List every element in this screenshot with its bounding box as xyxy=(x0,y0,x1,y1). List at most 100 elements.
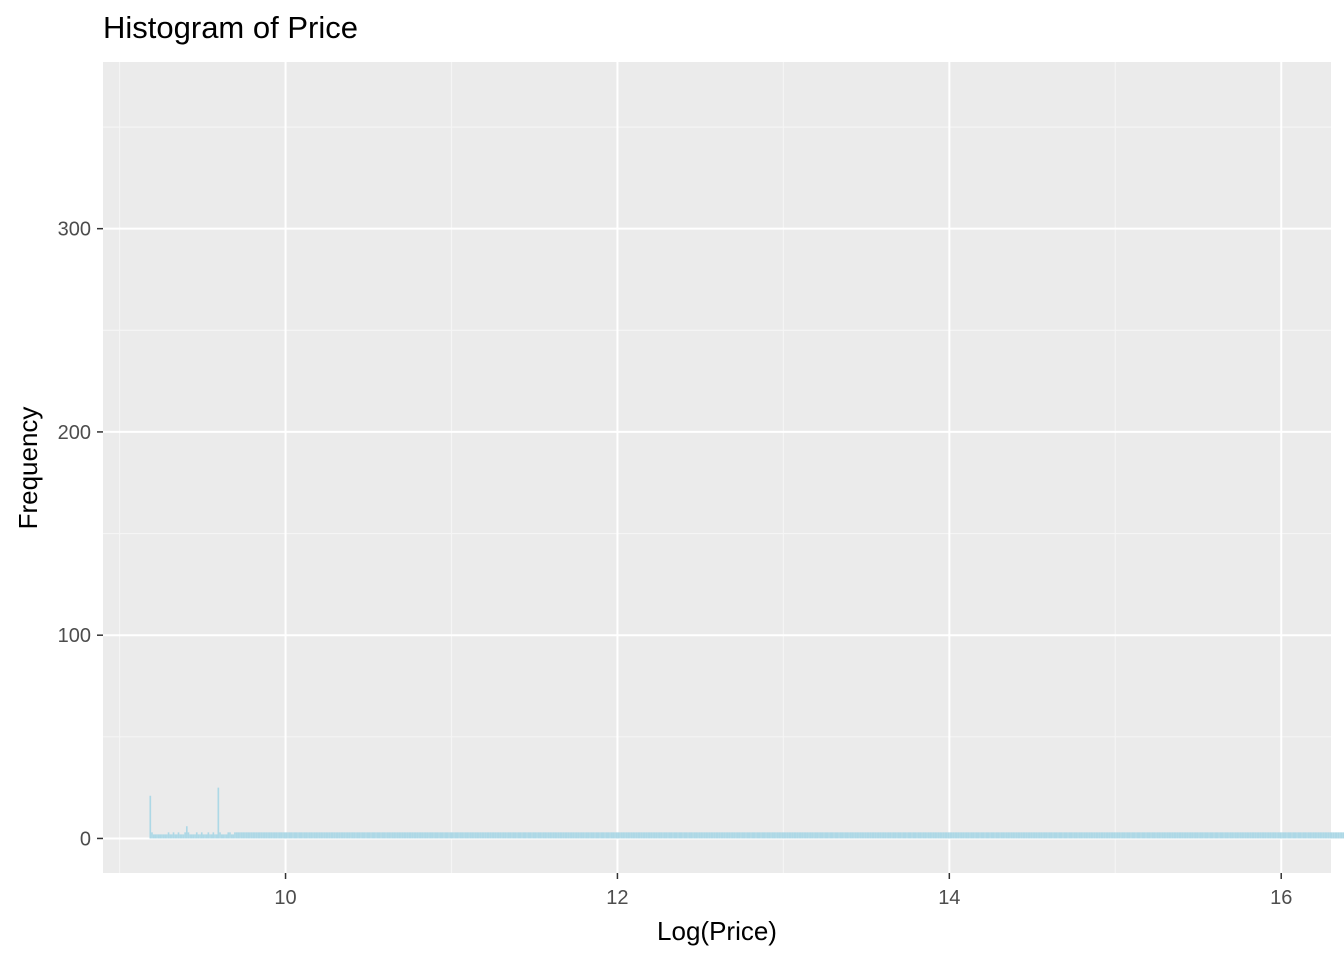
histogram-bar xyxy=(994,832,996,839)
histogram-bar xyxy=(1098,832,1101,839)
histogram-bar xyxy=(1033,832,1036,839)
histogram-bar xyxy=(182,834,185,839)
histogram-bar xyxy=(365,832,367,839)
histogram-bar xyxy=(1173,832,1176,839)
histogram-bar xyxy=(597,832,600,839)
histogram-bar xyxy=(680,832,683,839)
histogram-bar xyxy=(416,832,419,839)
histogram-bar xyxy=(217,787,220,839)
histogram-bar xyxy=(1178,832,1180,839)
histogram-bar xyxy=(458,832,460,839)
histogram-bar xyxy=(901,832,903,839)
histogram-bar xyxy=(851,832,854,839)
histogram-bar xyxy=(630,832,633,839)
histogram-bar xyxy=(599,832,601,839)
histogram-bar xyxy=(499,832,502,839)
histogram-bar xyxy=(736,832,739,839)
histogram-bar xyxy=(272,832,274,839)
histogram-bar xyxy=(1262,832,1265,839)
histogram-bar xyxy=(594,832,596,839)
histogram-bar xyxy=(794,832,797,839)
histogram-bar xyxy=(1156,832,1159,839)
histogram-bar xyxy=(575,832,578,839)
histogram-bar xyxy=(1203,832,1205,839)
histogram-bar xyxy=(1184,832,1187,839)
histogram-bar xyxy=(258,832,261,839)
histogram-bar xyxy=(804,832,807,839)
histogram-bar xyxy=(826,832,829,839)
histogram-bar xyxy=(1100,832,1102,839)
histogram-bar xyxy=(705,832,708,839)
histogram-bar xyxy=(743,832,746,839)
histogram-bar xyxy=(587,832,590,839)
histogram-bar xyxy=(1075,832,1078,839)
histogram-bar xyxy=(1032,832,1034,839)
histogram-bar xyxy=(941,832,943,839)
histogram-bar xyxy=(1264,832,1267,839)
histogram-bar xyxy=(894,832,897,839)
histogram-bar xyxy=(987,832,990,839)
histogram-bar xyxy=(1010,832,1013,839)
histogram-bar xyxy=(798,832,800,839)
histogram-bar xyxy=(1103,832,1106,839)
histogram-bar xyxy=(635,832,638,839)
histogram-bar xyxy=(1138,832,1141,839)
histogram-bar xyxy=(1238,832,1240,839)
histogram-bar xyxy=(388,832,391,839)
histogram-bar xyxy=(187,832,190,839)
histogram-bar xyxy=(748,832,751,839)
histogram-bar xyxy=(494,832,497,839)
histogram-bar xyxy=(1101,832,1104,839)
histogram-bar xyxy=(318,832,321,839)
histogram-bar xyxy=(1105,832,1107,839)
histogram-bar xyxy=(980,832,983,839)
histogram-bar xyxy=(333,832,336,839)
histogram-bar xyxy=(524,832,527,839)
histogram-bar xyxy=(1329,832,1331,839)
histogram-bar xyxy=(235,832,238,839)
histogram-bar xyxy=(497,832,500,839)
histogram-bar xyxy=(912,832,915,839)
histogram-bar xyxy=(310,832,313,839)
histogram-bar xyxy=(239,832,241,839)
histogram-bar xyxy=(572,832,575,839)
histogram-bar xyxy=(302,832,304,839)
histogram-bar xyxy=(720,832,722,839)
histogram-bar xyxy=(395,832,397,839)
histogram-bar xyxy=(539,832,542,839)
histogram-bar xyxy=(1004,832,1006,839)
histogram-bar xyxy=(1082,832,1084,839)
histogram-bar xyxy=(307,832,309,839)
histogram-bar xyxy=(735,832,737,839)
histogram-bar xyxy=(713,832,716,839)
histogram-bar xyxy=(864,832,867,839)
histogram-bar xyxy=(1060,832,1063,839)
histogram-bar xyxy=(1106,832,1109,839)
histogram-bar xyxy=(874,832,877,839)
histogram-bar xyxy=(585,832,588,839)
histogram-bar xyxy=(567,832,570,839)
histogram-bar xyxy=(836,832,839,839)
histogram-bar xyxy=(811,832,814,839)
histogram-bar xyxy=(192,834,195,839)
histogram-bar xyxy=(1080,832,1083,839)
histogram-bar xyxy=(433,832,435,839)
histogram-bar xyxy=(169,834,172,839)
x-tick-label: 10 xyxy=(274,887,296,909)
histogram-bar xyxy=(300,832,303,839)
histogram-bar xyxy=(614,832,616,839)
histogram-bar xyxy=(378,832,381,839)
histogram-bar xyxy=(459,832,462,839)
histogram-bar xyxy=(738,832,741,839)
histogram-bar xyxy=(758,832,761,839)
histogram-bar xyxy=(207,832,210,839)
histogram-bar xyxy=(673,832,676,839)
histogram-bar xyxy=(252,832,255,839)
histogram-bar xyxy=(753,832,756,839)
histogram-bar xyxy=(1282,832,1285,839)
histogram-bar xyxy=(889,832,892,839)
histogram-bar xyxy=(954,832,956,839)
histogram-bar xyxy=(708,832,711,839)
histogram-bar xyxy=(1043,832,1046,839)
histogram-bar xyxy=(224,834,226,839)
